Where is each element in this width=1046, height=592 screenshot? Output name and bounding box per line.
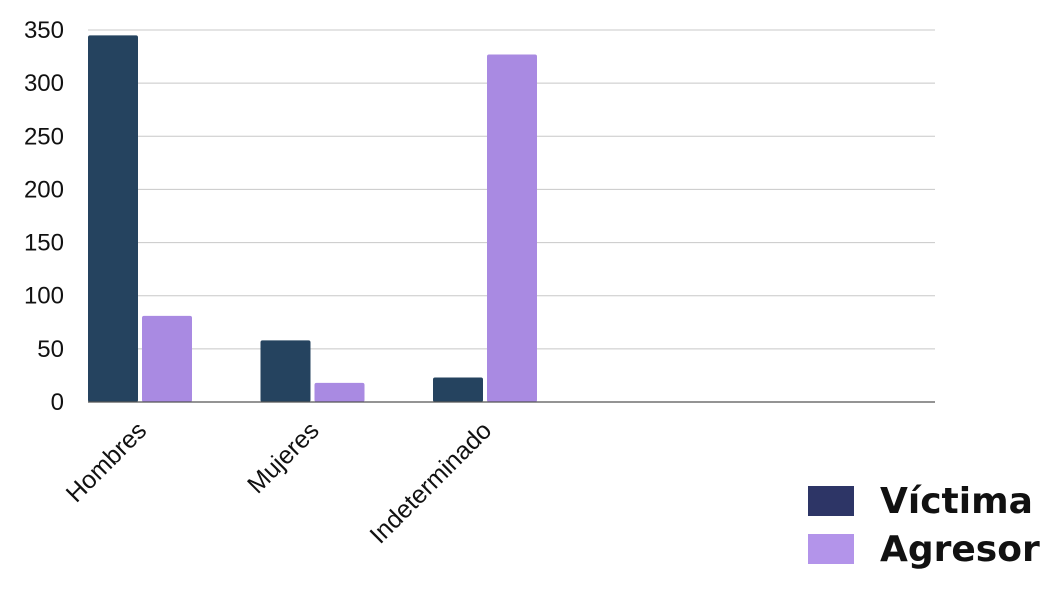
y-tick-label: 100 bbox=[24, 283, 64, 310]
y-tick-label: 150 bbox=[24, 230, 64, 257]
y-tick-label: 0 bbox=[51, 389, 64, 416]
legend-label: Agresor bbox=[880, 529, 1040, 570]
bar-agresor bbox=[487, 54, 537, 403]
y-tick-label: 250 bbox=[24, 123, 64, 150]
legend-swatch bbox=[808, 534, 854, 564]
y-tick-label: 300 bbox=[24, 70, 64, 97]
y-axis-ticks: 0 50 100 150 200 250 300 350 bbox=[24, 17, 64, 416]
legend-label: Víctima bbox=[880, 481, 1033, 522]
bar-agresor bbox=[142, 315, 192, 402]
x-tick-label: Mujeres bbox=[242, 416, 325, 499]
x-tick-label: Indeterminado bbox=[364, 416, 497, 549]
y-tick-label: 50 bbox=[37, 336, 64, 363]
bar-victima bbox=[88, 35, 138, 403]
y-tick-label: 200 bbox=[24, 176, 64, 203]
bars bbox=[88, 35, 537, 403]
legend: Víctima Agresor bbox=[808, 481, 1040, 570]
legend-swatch bbox=[808, 486, 854, 516]
x-tick-label: Hombres bbox=[61, 416, 153, 508]
x-axis-labels: Hombres Mujeres Indeterminado bbox=[61, 416, 498, 549]
bar-victima bbox=[260, 340, 311, 402]
bar-victima bbox=[433, 377, 483, 402]
bar-agresor bbox=[314, 382, 365, 402]
y-tick-label: 350 bbox=[24, 17, 64, 44]
